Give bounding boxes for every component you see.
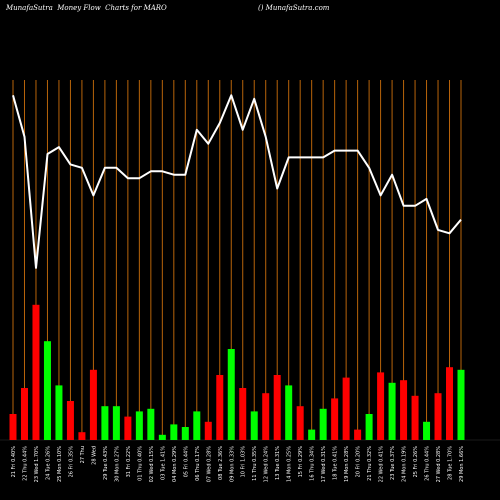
x-tick-label: 24 Mon 0.19% (402, 446, 408, 482)
money-flow-bar (308, 429, 316, 440)
money-flow-bar (331, 398, 339, 440)
money-flow-bar (400, 380, 408, 440)
money-flow-bar (43, 341, 51, 440)
money-flow-bars (9, 304, 465, 440)
x-tick-label: 22 Wed 0.41% (379, 446, 385, 483)
money-flow-bar (170, 424, 178, 440)
x-tick-label: 02 Wed 0.15% (149, 446, 155, 483)
x-tick-label: 09 Mon 0.33% (229, 446, 235, 482)
x-tick-label: 05 Fri 0.44% (183, 446, 189, 478)
money-flow-bar (158, 434, 166, 440)
x-tick-label: 03 Tue 1.41% (160, 446, 166, 480)
x-tick-label: 12 Wed 0.24% (264, 446, 270, 483)
money-flow-bar (342, 377, 350, 440)
x-tick-label: 04 Mon 0.29% (172, 446, 178, 482)
x-tick-label: 18 Tue 0.41% (333, 446, 339, 480)
money-flow-bar (204, 421, 212, 440)
money-flow-bar (89, 369, 97, 440)
x-tick-label: 14 Mon 0.25% (287, 446, 293, 482)
x-tick-label: 08 Tue 2.36% (218, 446, 224, 480)
money-flow-bar (388, 382, 396, 440)
money-flow-bar (273, 375, 281, 440)
money-flow-bar (135, 411, 143, 440)
x-tick-label: 25 Mon 0.10% (57, 446, 63, 482)
money-flow-bar (181, 427, 189, 440)
money-flow-bar (250, 411, 258, 440)
x-tick-label: 07 Wed 0.28% (206, 446, 212, 483)
money-flow-bar (101, 406, 109, 440)
money-flow-bar (457, 369, 465, 440)
x-tick-label: 21 Fri 0.40% (11, 446, 17, 478)
x-tick-label: 31 Fri 0.22% (126, 446, 132, 478)
x-tick-label: 23 Wed 1.70% (34, 446, 40, 483)
money-flow-bar (193, 411, 201, 440)
x-tick-label: 27 Wed 0.28% (436, 446, 442, 483)
money-flow-bar (227, 349, 235, 440)
chart-title: MunafaSutra Money Flow Charts for MARO (6, 4, 167, 12)
x-tick-label: 29 Tue 0.43% (103, 446, 109, 480)
grid-lines (0, 80, 500, 441)
x-tick-label: 30 Mon 0.27% (114, 446, 120, 482)
x-tick-label: 19 Mon 0.28% (344, 446, 350, 482)
money-flow-bar (319, 408, 327, 440)
x-tick-label: 10 Fri 1.03% (241, 446, 247, 478)
money-flow-bar (434, 393, 442, 440)
money-flow-line (12, 94, 462, 269)
money-flow-bar (9, 414, 17, 440)
x-tick-label: 17 Wed 0.31% (321, 446, 327, 483)
money-flow-bar (66, 401, 74, 440)
money-flow-bar (147, 408, 155, 440)
money-flow-bar (423, 421, 431, 440)
money-flow-bar (20, 388, 28, 440)
x-tick-label: 16 Thu 0.34% (310, 446, 316, 481)
x-tick-label: 26 Fri 0.35% (68, 446, 74, 478)
x-tick-label: 01 Thu 0.40% (137, 446, 143, 481)
money-flow-bar (365, 414, 373, 440)
money-flow-bar (285, 385, 293, 440)
x-tick-label: 28 Tue 1.70% (448, 446, 454, 480)
x-tick-label: 15 Fri 0.29% (298, 446, 304, 478)
money-flow-bar (411, 395, 419, 440)
x-tick-label: 27 Thu (80, 446, 86, 463)
money-flow-bar (32, 304, 40, 440)
money-flow-bar (354, 429, 362, 440)
x-tick-label: 29 Mon 1.66% (459, 446, 465, 482)
x-tick-label: 20 Fri 0.20% (356, 446, 362, 478)
x-tick-label: 23 Tue 0.37% (390, 446, 396, 480)
money-flow-bar (124, 416, 132, 440)
x-tick-label: 25 Fri 0.26% (413, 446, 419, 478)
money-flow-bar (262, 393, 270, 440)
x-tick-label: 11 Thu 0.35% (252, 446, 258, 481)
money-flow-bar (55, 385, 63, 440)
x-axis-labels: 21 Fri 0.40% 22 Thu 0.44% 23 Wed 1.70% 24 T… (11, 446, 465, 483)
x-tick-label: 22 Thu 0.44% (22, 446, 28, 481)
money-flow-bar (216, 375, 224, 440)
money-flow-bar (446, 367, 454, 440)
money-flow-bar (296, 406, 304, 440)
source-credit: () MunafaSutra.com (258, 4, 330, 12)
money-flow-bar (78, 432, 86, 440)
money-flow-bar (377, 372, 385, 440)
x-tick-label: 24 Tue 0.26% (45, 446, 51, 480)
x-tick-label: 28 Wed (91, 446, 97, 465)
x-tick-label: 21 Thu 0.32% (367, 446, 373, 481)
x-tick-label: 13 Tue 0.31% (275, 446, 281, 480)
x-tick-label: 06 Thu 0.17% (195, 446, 201, 481)
money-flow-bar (239, 388, 247, 440)
money-flow-bar (112, 406, 120, 440)
x-tick-label: 26 Thu 0.44% (425, 446, 431, 481)
